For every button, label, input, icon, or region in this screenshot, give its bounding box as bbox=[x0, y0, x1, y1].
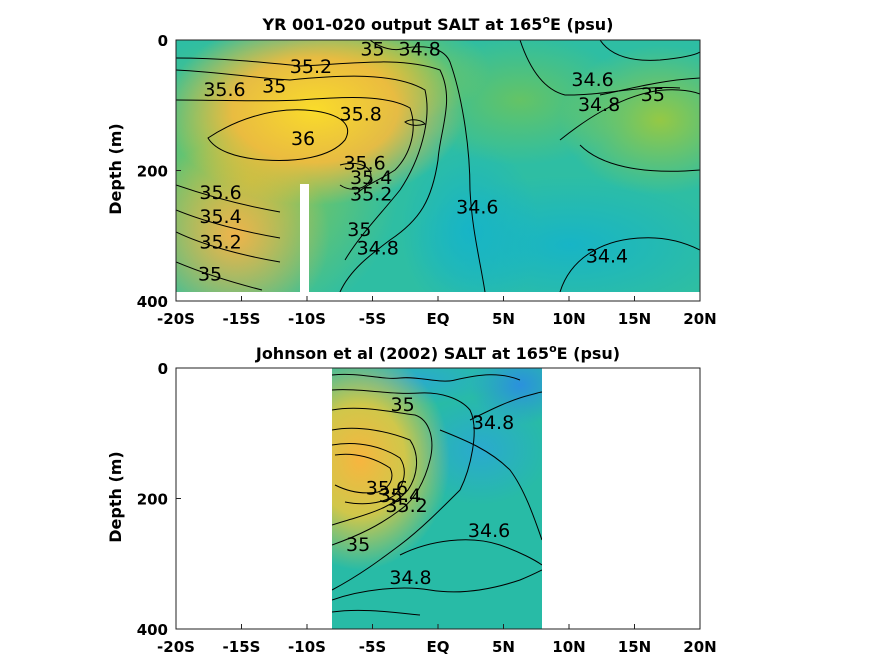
panel1-x-tick-label: EQ bbox=[427, 310, 450, 328]
contour-label: 35 bbox=[360, 38, 384, 60]
panel1-y-tick-label: 0 bbox=[158, 32, 168, 50]
contour-label: 34.6 bbox=[571, 69, 613, 91]
panel2-x-tick-label: 10N bbox=[552, 638, 585, 656]
contour-label: 35.6 bbox=[366, 477, 408, 499]
panel1-x-tick-label: 5N bbox=[492, 310, 515, 328]
panel2-salinity-field bbox=[332, 368, 542, 629]
panel2-x-tick-label: 20N bbox=[683, 638, 716, 656]
contour-label: 35 bbox=[347, 219, 371, 241]
panel2-x-tick-label: -20S bbox=[157, 638, 195, 656]
panel1-y-axis: 0 200 400 bbox=[137, 32, 181, 311]
panel2-x-tick-label: -10S bbox=[288, 638, 326, 656]
panel2-y-tick-label: 400 bbox=[137, 621, 168, 639]
contour-label: 34.6 bbox=[456, 196, 498, 218]
contour-label: 35 bbox=[198, 264, 222, 286]
panel2-x-axis: -20S -15S -10S -5S EQ 5N 10N 15N 20N bbox=[157, 624, 717, 656]
panel2-x-tick-label: -5S bbox=[359, 638, 386, 656]
contour-label: 35.4 bbox=[199, 206, 241, 228]
contour-label: 35.6 bbox=[343, 153, 385, 175]
contour-label: 34.8 bbox=[472, 412, 514, 434]
contour-label: 34.8 bbox=[357, 237, 399, 259]
contour-label: 35 bbox=[346, 534, 370, 556]
panel1-data-gap bbox=[300, 184, 309, 292]
panel1-x-tick-label: 20N bbox=[683, 310, 716, 328]
panel-model-salt: YR 001-020 output SALT at 165oE (psu) De… bbox=[106, 13, 717, 328]
panel2-x-tick-label: 5N bbox=[492, 638, 515, 656]
panel1-salinity-field bbox=[176, 40, 700, 292]
panel2-x-tick-label: -15S bbox=[223, 638, 261, 656]
panel1-x-tick-label: -10S bbox=[288, 310, 326, 328]
contour-label: 35.6 bbox=[203, 79, 245, 101]
contour-label: 36 bbox=[291, 128, 315, 150]
contour-label: 35.6 bbox=[199, 182, 241, 204]
panel1-x-axis: -20S -15S -10S -5S EQ 5N 10N 15N 20N bbox=[157, 296, 717, 328]
contour-label: 35 bbox=[641, 84, 665, 106]
panel1-y-tick-label: 400 bbox=[137, 293, 168, 311]
panel1-contour-lines bbox=[176, 40, 700, 292]
panel1-y-axis-label: Depth (m) bbox=[106, 123, 125, 215]
panel1-title: YR 001-020 output SALT at 165oE (psu) bbox=[262, 13, 614, 34]
contour-label: 35.2 bbox=[290, 56, 332, 78]
contour-label: 34.8 bbox=[389, 567, 431, 589]
panel1-x-tick-label: -5S bbox=[359, 310, 386, 328]
panel1-x-tick-label: -20S bbox=[157, 310, 195, 328]
panel1-x-tick-label: -15S bbox=[223, 310, 261, 328]
contour-label: 35.8 bbox=[340, 104, 382, 126]
contour-label: 34.6 bbox=[468, 520, 510, 542]
contour-label: 34.8 bbox=[578, 94, 620, 116]
panel2-x-tick-label: 15N bbox=[618, 638, 651, 656]
contour-label: 34.8 bbox=[399, 38, 441, 60]
panel2-contour-labels: 35 34.8 35.635.435.2 34.6 35 34.8 bbox=[346, 394, 514, 589]
panel2-title: Johnson et al (2002) SALT at 165oE (psu) bbox=[255, 342, 620, 363]
contour-label: 34.4 bbox=[586, 245, 628, 267]
panel2-contour-lines bbox=[332, 373, 542, 616]
panel2-y-tick-label: 200 bbox=[137, 491, 168, 509]
contour-label: 35.2 bbox=[199, 232, 241, 254]
panel2-x-tick-label: EQ bbox=[427, 638, 450, 656]
panel2-y-axis-label: Depth (m) bbox=[106, 451, 125, 543]
panel-johnson-salt: Johnson et al (2002) SALT at 165oE (psu)… bbox=[106, 342, 717, 656]
panel2-y-tick-label: 0 bbox=[158, 360, 168, 378]
contour-label: 35.2 bbox=[385, 495, 427, 517]
panel1-x-tick-label: 10N bbox=[552, 310, 585, 328]
panel2-y-axis: 0 200 400 bbox=[137, 360, 181, 639]
panel1-y-tick-label: 200 bbox=[137, 163, 168, 181]
contour-label: 35 bbox=[391, 394, 415, 416]
contour-label: 35.2 bbox=[350, 183, 392, 205]
contour-label: 35.4 bbox=[350, 167, 392, 189]
contour-label: 35 bbox=[262, 76, 286, 98]
panel1-x-tick-label: 15N bbox=[618, 310, 651, 328]
contour-label: 35.4 bbox=[379, 485, 421, 507]
